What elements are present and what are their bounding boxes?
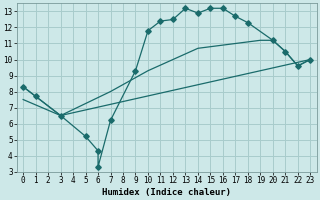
X-axis label: Humidex (Indice chaleur): Humidex (Indice chaleur) [102, 188, 231, 197]
